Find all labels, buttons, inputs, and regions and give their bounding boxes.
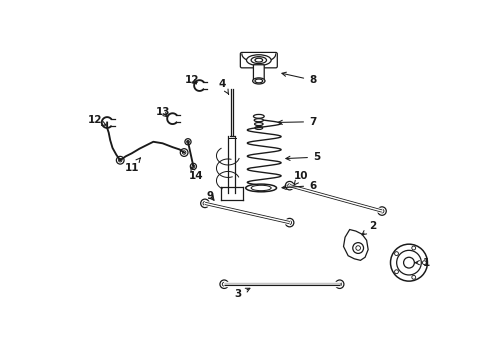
Ellipse shape [255,122,263,126]
Circle shape [394,252,398,256]
Text: 13: 13 [155,108,170,117]
Ellipse shape [255,126,263,130]
Circle shape [412,275,416,279]
Ellipse shape [253,114,264,118]
Text: 12: 12 [185,75,199,85]
Text: 6: 6 [282,181,317,191]
Ellipse shape [246,184,276,192]
Circle shape [391,244,427,281]
Text: 14: 14 [188,167,203,181]
Text: 10: 10 [294,171,308,185]
Circle shape [201,199,209,208]
Text: 9: 9 [207,191,214,201]
Circle shape [353,243,364,253]
FancyBboxPatch shape [240,53,277,68]
Circle shape [412,246,416,250]
Circle shape [378,207,386,215]
Text: 4: 4 [219,79,229,94]
Text: 2: 2 [362,221,376,235]
Ellipse shape [254,119,264,122]
Circle shape [394,270,398,274]
Ellipse shape [246,55,271,66]
Text: 1: 1 [415,258,430,267]
Polygon shape [221,187,243,199]
Polygon shape [343,230,368,260]
Text: 3: 3 [234,288,250,299]
Circle shape [180,149,188,156]
Circle shape [190,163,196,170]
FancyBboxPatch shape [253,65,264,82]
Circle shape [336,280,344,288]
Circle shape [185,139,191,145]
Circle shape [285,219,294,227]
Text: 7: 7 [278,117,317,127]
Polygon shape [228,136,235,193]
Polygon shape [289,184,383,213]
Polygon shape [231,89,233,136]
Ellipse shape [253,78,265,84]
Polygon shape [204,202,290,225]
Polygon shape [242,54,276,62]
Circle shape [285,181,294,190]
Text: 8: 8 [282,72,317,85]
Circle shape [220,280,228,288]
Circle shape [117,156,124,164]
Text: 12: 12 [88,115,106,125]
Text: 5: 5 [286,152,320,162]
Polygon shape [224,282,340,286]
Text: 11: 11 [124,158,141,173]
Circle shape [422,261,426,265]
